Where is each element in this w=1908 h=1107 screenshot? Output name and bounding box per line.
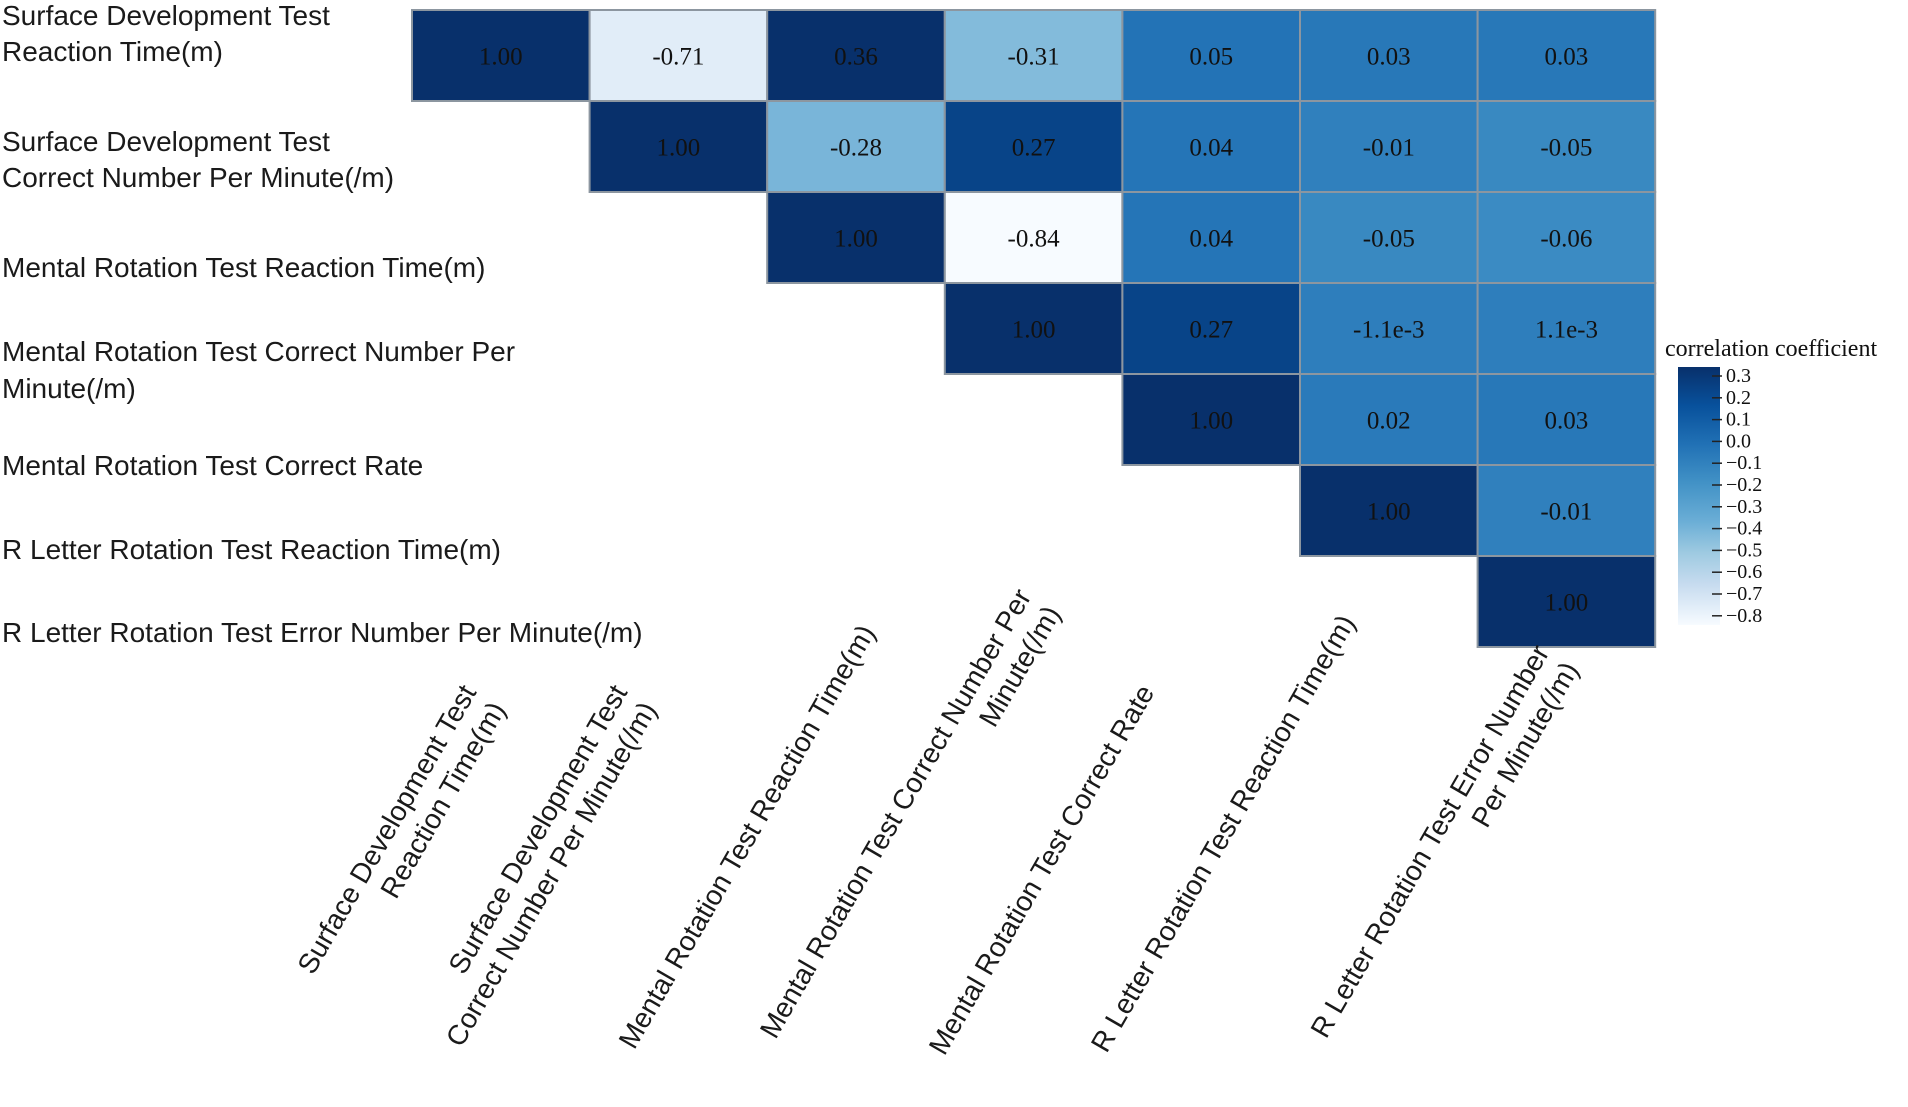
colorbar-tick-label: −0.3 (1726, 496, 1762, 518)
heatmap-cell (1476, 464, 1657, 557)
cell-value-label: 0.03 (1545, 44, 1589, 71)
colorbar-tick-label: −0.4 (1726, 518, 1762, 540)
row-label: R Letter Rotation Test Error Number Per … (2, 617, 643, 648)
heatmap-cell (1476, 191, 1657, 284)
heatmap-cell (1299, 100, 1479, 193)
cell-value-label: -0.31 (1008, 44, 1060, 71)
column-label: R Letter Rotation Test Reaction Time(m) (1085, 610, 1361, 1058)
cell-value-label: 0.02 (1367, 408, 1411, 435)
cell-value-label: 1.00 (1545, 590, 1589, 617)
row-label: Surface Development Test (2, 126, 330, 157)
colorbar-tick-label: −0.7 (1726, 583, 1762, 605)
row-label: Minute(/m) (2, 373, 136, 404)
heatmap-cell (766, 191, 946, 284)
heatmap-cell (588, 9, 769, 102)
cell-value-label: 1.00 (1012, 317, 1056, 344)
colorbar-legend: correlation coefficient 0.30.20.10.0−0.1… (1665, 336, 1877, 627)
colorbar-tick-label: 0.1 (1726, 409, 1751, 431)
cell-value-label: -0.06 (1540, 226, 1592, 253)
colorbar-tick-label: −0.6 (1726, 561, 1762, 583)
cell-value-label: 1.1e-3 (1535, 317, 1598, 344)
heatmap-cell (1121, 191, 1302, 284)
heatmap-cell (1299, 9, 1479, 102)
colorbar-tick-label: −0.1 (1726, 452, 1762, 474)
cell-value-label: -0.05 (1363, 226, 1415, 253)
row-labels: Surface Development Test Reaction Time(m)… (2, 0, 643, 648)
heatmap-cell (943, 100, 1124, 193)
heatmap-cell (588, 100, 769, 193)
colorbar-tick-label: −0.5 (1726, 539, 1762, 561)
row-label: Mental Rotation Test Correct Number Per (2, 336, 515, 367)
cell-value-label: -0.71 (652, 44, 704, 71)
colorbar-tick-label: −0.8 (1726, 605, 1762, 627)
row-label: Reaction Time(m) (2, 36, 223, 67)
heatmap-cell (1299, 282, 1479, 375)
row-label: R Letter Rotation Test Reaction Time(m) (2, 534, 501, 565)
column-label: Mental Rotation Test Correct Number PerM… (754, 584, 1067, 1044)
heatmap-cell (943, 282, 1124, 375)
column-label: Mental Rotation Test Reaction Time(m) (613, 620, 882, 1054)
cell-value-label: 1.00 (479, 44, 523, 71)
heatmap-cell (1299, 191, 1479, 284)
cell-value-label: 0.03 (1367, 44, 1411, 71)
colorbar (1678, 367, 1720, 625)
column-label-line: R Letter Rotation Test Reaction Time(m) (1085, 610, 1361, 1058)
heatmap-cell (1476, 282, 1657, 375)
column-label-line: Mental Rotation Test Reaction Time(m) (613, 620, 882, 1054)
colorbar-tick-label: −0.2 (1726, 474, 1762, 496)
cell-value-label: 0.04 (1189, 135, 1233, 162)
column-label-line: Surface Development Test (291, 679, 482, 979)
cell-value-label: -0.01 (1540, 499, 1592, 526)
heatmap-cell (766, 9, 946, 102)
cell-value-label: -1.1e-3 (1353, 317, 1425, 344)
cell-value-label: 0.05 (1189, 44, 1233, 71)
heatmap-cell (1121, 282, 1302, 375)
heatmap-cell (411, 9, 591, 102)
row-label: Mental Rotation Test Correct Rate (2, 450, 423, 481)
cell-value-label: -0.01 (1363, 135, 1415, 162)
heatmap-cells: 1.00 -0.71 0.36 -0.31 0.05 0.03 0.03 1.00 -0.28 0… (411, 9, 1657, 648)
cell-value-label: 0.27 (1012, 135, 1056, 162)
cell-value-label: -0.84 (1008, 226, 1061, 253)
cell-value-label: 0.36 (834, 44, 878, 71)
cell-value-label: -0.28 (830, 135, 882, 162)
legend-title: correlation coefficient (1665, 336, 1877, 362)
colorbar-tick-label: 0.0 (1726, 430, 1751, 452)
cell-value-label: 1.00 (1367, 499, 1411, 526)
cell-value-label: 1.00 (834, 226, 878, 253)
column-label-line: R Letter Rotation Test Error Number (1305, 640, 1556, 1043)
cell-value-label: 1.00 (1189, 408, 1233, 435)
cell-value-label: 0.04 (1189, 226, 1233, 253)
cell-value-label: 1.00 (657, 135, 701, 162)
colorbar-tick-label: 0.2 (1726, 387, 1751, 409)
colorbar-tick-label: 0.3 (1726, 365, 1751, 387)
cell-value-label: 0.27 (1189, 317, 1233, 344)
row-label: Correct Number Per Minute(/m) (2, 162, 394, 193)
row-label: Surface Development Test (2, 0, 330, 31)
heatmap-cell (1476, 373, 1657, 466)
cell-value-label: 0.03 (1545, 408, 1589, 435)
heatmap-cell (1121, 373, 1302, 466)
cell-value-label: -0.05 (1540, 135, 1592, 162)
row-label: Mental Rotation Test Reaction Time(m) (2, 252, 485, 283)
heatmap-cell (1476, 555, 1657, 648)
colorbar-ticks: 0.30.20.10.0−0.1−0.2−0.3−0.4−0.5−0.6−0.7… (1712, 365, 1762, 627)
